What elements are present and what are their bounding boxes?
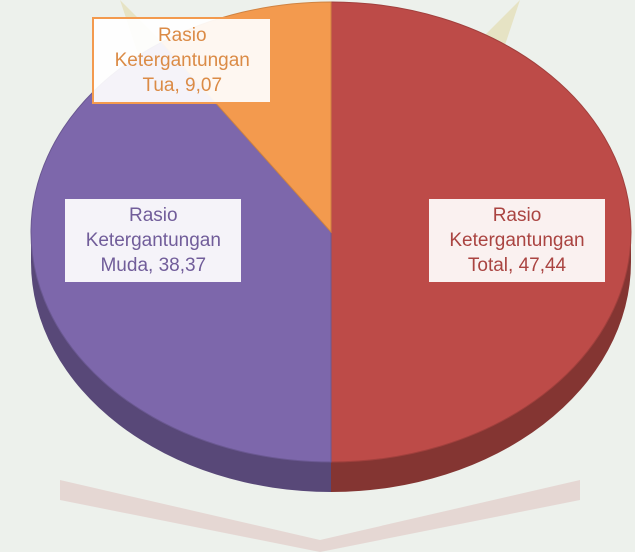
data-label: Rasio Ketergantungan Total, 47,44 <box>427 197 607 284</box>
slice-side <box>331 232 631 492</box>
data-label: Rasio Ketergantungan Muda, 38,37 <box>63 197 244 284</box>
slice-side <box>31 232 331 492</box>
data-label: Rasio Ketergantungan Tua, 9,07 <box>92 17 273 104</box>
logo-ribbon <box>60 480 580 552</box>
